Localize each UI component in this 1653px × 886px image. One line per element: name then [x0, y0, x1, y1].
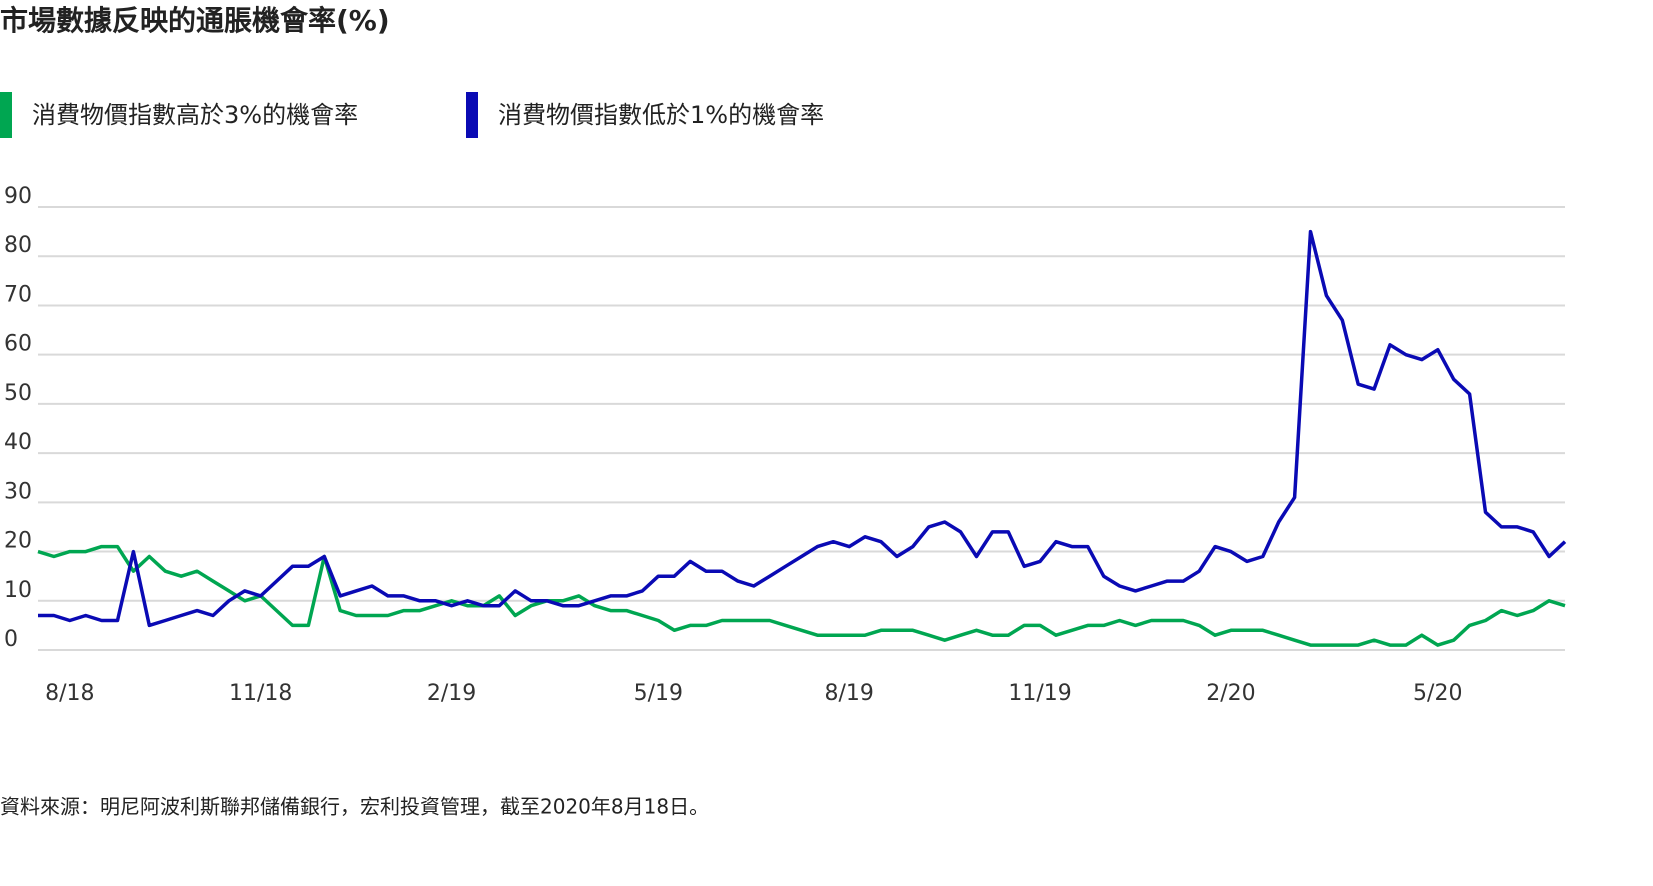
- x-tick-label: 5/19: [634, 681, 683, 706]
- legend-label: 消費物價指數低於1%的機會率: [498, 101, 824, 129]
- legend-label: 消費物價指數高於3%的機會率: [32, 101, 358, 129]
- y-tick-label: 30: [4, 479, 32, 504]
- y-tick-label: 50: [4, 381, 32, 406]
- y-tick-label: 60: [4, 332, 32, 357]
- x-tick-label: 2/20: [1206, 681, 1255, 706]
- legend-swatch: [0, 92, 12, 138]
- x-tick-label: 11/19: [1008, 681, 1071, 706]
- x-tick-label: 8/19: [825, 681, 874, 706]
- x-tick-label: 8/18: [45, 681, 94, 706]
- y-tick-label: 10: [4, 578, 32, 603]
- y-tick-label: 80: [4, 233, 32, 258]
- y-tick-label: 0: [4, 627, 18, 652]
- series-line: [37, 544, 1566, 647]
- x-tick-label: 5/20: [1413, 681, 1462, 706]
- y-tick-label: 70: [4, 282, 32, 307]
- chart-title: 市場數據反映的通脹機會率(%): [0, 4, 390, 37]
- legend-swatch: [466, 92, 478, 138]
- x-tick-label: 11/18: [229, 681, 292, 706]
- series-line: [38, 229, 1567, 628]
- source-note: 資料來源：明尼阿波利斯聯邦儲備銀行，宏利投資管理，截至2020年8月18日。: [0, 795, 709, 819]
- x-tick-label: 2/19: [427, 681, 476, 706]
- y-tick-label: 90: [4, 184, 32, 209]
- y-tick-label: 40: [4, 430, 32, 455]
- y-tick-label: 20: [4, 529, 32, 554]
